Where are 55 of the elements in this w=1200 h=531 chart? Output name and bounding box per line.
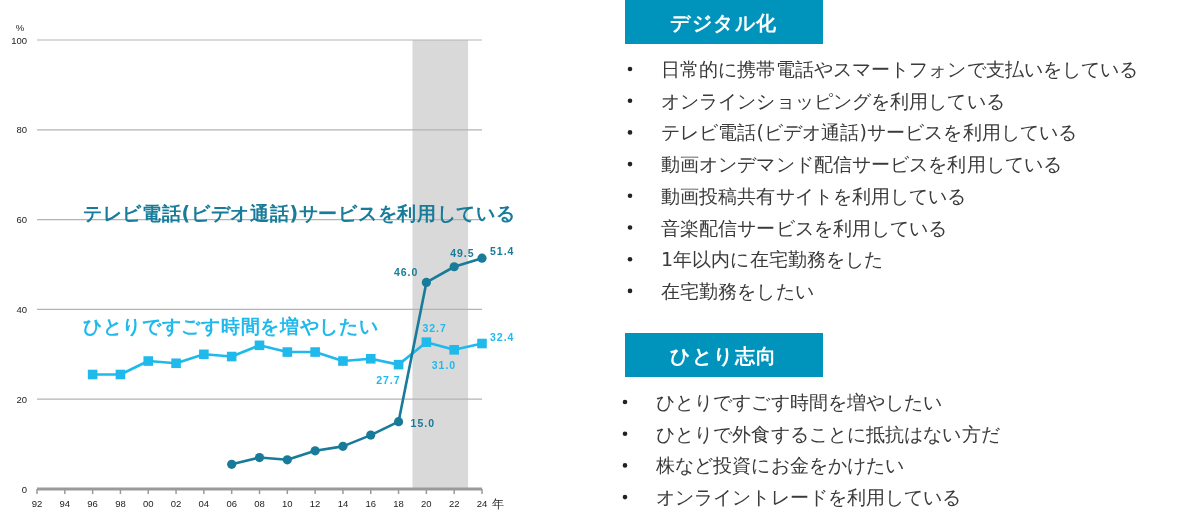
point — [366, 430, 376, 440]
x-axis-title: 年 — [492, 497, 504, 511]
point — [254, 452, 265, 463]
y-tick-label: 40 — [16, 303, 27, 315]
data-label: 15.0 — [410, 416, 435, 429]
x-tick-label: 96 — [87, 498, 98, 509]
text: 32.7 — [422, 322, 447, 335]
y-tick-label: 20 — [16, 393, 27, 405]
x-tick-label: 00 — [142, 498, 154, 509]
x-tick-label: 14 — [337, 498, 349, 509]
point — [227, 459, 237, 469]
y-axis-title: % — [15, 22, 25, 33]
point — [171, 358, 181, 369]
point — [449, 345, 459, 355]
y-tick-label: 0 — [21, 483, 27, 495]
y-tick-label: 100 — [11, 34, 27, 46]
x-tick-label: 92 — [31, 498, 43, 509]
x-tick-label: 06 — [226, 498, 237, 509]
x-tick-label: 02 — [170, 498, 182, 509]
x-tick-label: 94 — [59, 498, 71, 509]
point — [199, 349, 209, 360]
point — [421, 337, 432, 347]
point — [365, 353, 376, 364]
card-header: ひとり志向 — [625, 333, 823, 377]
point — [393, 417, 404, 427]
x-tick-label: 22 — [448, 498, 460, 509]
point — [310, 446, 320, 456]
point — [421, 277, 431, 288]
data-label: 51.4 — [490, 245, 515, 258]
point — [310, 347, 320, 357]
point — [143, 356, 154, 366]
text: 32.4 — [490, 330, 515, 343]
y-tick-label: 60 — [16, 214, 27, 226]
x-tick-label: 10 — [282, 498, 293, 509]
x-tick-label: 24 — [476, 498, 488, 509]
point — [477, 338, 487, 349]
card-header: デジタル化 — [625, 0, 823, 44]
point — [338, 356, 348, 366]
y-tick-label: 80 — [16, 124, 27, 136]
x-tick-label: 12 — [309, 498, 321, 509]
data-label: 49.5 — [450, 246, 475, 259]
x-tick-label: 98 — [115, 498, 126, 509]
data-label: 46.0 — [393, 266, 419, 279]
point — [338, 441, 348, 451]
point — [449, 262, 459, 272]
x-tick-label: 08 — [254, 498, 265, 509]
x-tick-label: 20 — [421, 498, 432, 509]
point — [477, 253, 487, 263]
x-tick-label: 18 — [393, 498, 404, 509]
text: 27.7 — [376, 373, 401, 386]
text: 31.0 — [431, 358, 457, 371]
x-tick-label: 16 — [365, 498, 377, 509]
point — [282, 347, 293, 357]
point — [282, 455, 292, 465]
x-tick-label: 04 — [198, 498, 210, 509]
